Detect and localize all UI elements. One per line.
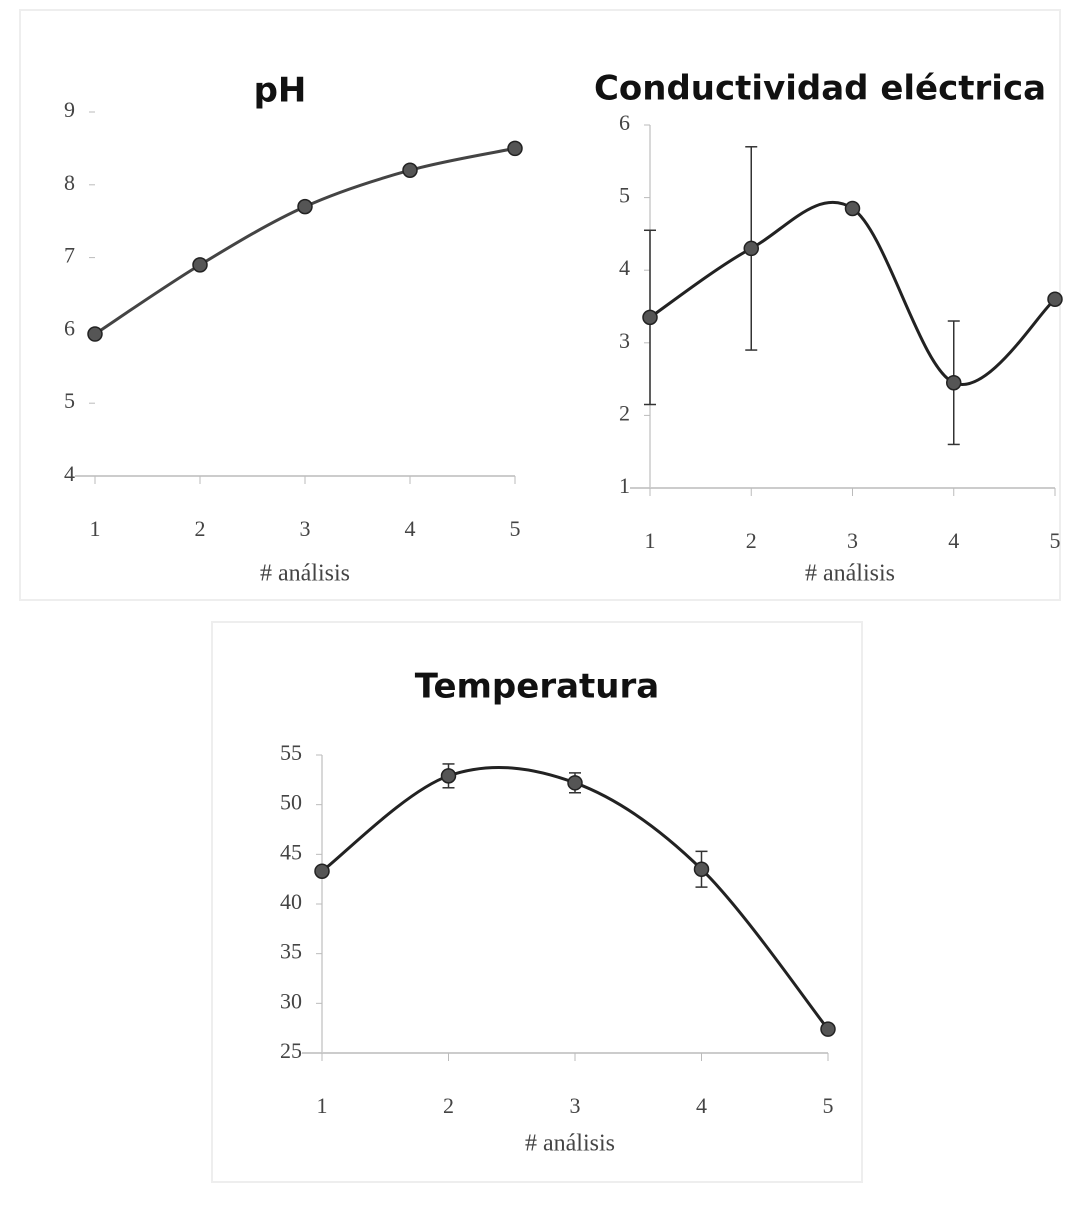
y-tick-label: 40 bbox=[280, 889, 302, 914]
y-tick-label: 25 bbox=[280, 1038, 302, 1063]
y-tick-label: 30 bbox=[280, 988, 302, 1013]
x-tick-label: 4 bbox=[948, 528, 959, 553]
y-tick-label: 8 bbox=[64, 170, 75, 195]
data-point bbox=[743, 240, 759, 257]
data-line bbox=[649, 200, 1057, 387]
x-tick-label: 5 bbox=[510, 516, 521, 541]
x-tick-label: 3 bbox=[847, 528, 858, 553]
x-axis-label: # análisis bbox=[525, 1131, 615, 1157]
data-point bbox=[402, 162, 418, 178]
x-tick-label: 1 bbox=[645, 528, 656, 553]
data-point bbox=[946, 374, 962, 391]
x-tick-label: 4 bbox=[696, 1093, 707, 1118]
x-tick-label: 1 bbox=[90, 516, 101, 541]
y-tick-label: 55 bbox=[280, 740, 302, 765]
data-point bbox=[314, 863, 330, 879]
x-tick-label: 2 bbox=[443, 1093, 454, 1118]
data-point bbox=[507, 140, 523, 157]
x-tick-label: 2 bbox=[746, 528, 757, 553]
y-tick-label: 9 bbox=[64, 97, 75, 122]
x-tick-label: 2 bbox=[195, 516, 206, 541]
y-tick-label: 35 bbox=[280, 939, 302, 964]
y-tick-label: 5 bbox=[619, 183, 630, 208]
data-point bbox=[1047, 291, 1063, 307]
y-tick-label: 6 bbox=[64, 315, 75, 340]
chart-title: Temperatura bbox=[415, 667, 659, 707]
data-point bbox=[844, 200, 861, 217]
y-tick-label: 4 bbox=[64, 461, 75, 486]
y-tick-label: 3 bbox=[619, 328, 630, 353]
y-tick-label: 1 bbox=[619, 473, 630, 498]
data-point bbox=[87, 326, 103, 342]
y-tick-label: 2 bbox=[619, 400, 630, 425]
chart-title: Conductividad eléctrica bbox=[594, 69, 1046, 109]
data-point bbox=[820, 1021, 836, 1037]
y-tick-label: 6 bbox=[619, 110, 630, 135]
y-tick-label: 7 bbox=[64, 243, 75, 268]
y-tick-label: 45 bbox=[280, 839, 302, 864]
data-point bbox=[297, 198, 313, 215]
data-point bbox=[567, 775, 583, 791]
x-tick-label: 3 bbox=[300, 516, 311, 541]
x-tick-label: 1 bbox=[317, 1093, 328, 1118]
x-axis-label: # análisis bbox=[260, 561, 350, 587]
chart-title: pH bbox=[254, 71, 307, 111]
data-point bbox=[192, 257, 208, 273]
data-line bbox=[321, 765, 830, 1031]
data-point bbox=[693, 861, 710, 877]
y-tick-label: 4 bbox=[619, 255, 630, 280]
data-point bbox=[642, 309, 658, 326]
x-tick-label: 3 bbox=[570, 1093, 581, 1118]
x-tick-label: 5 bbox=[1050, 528, 1061, 553]
x-tick-label: 5 bbox=[823, 1093, 834, 1118]
y-tick-label: 5 bbox=[64, 388, 75, 413]
data-point bbox=[440, 768, 457, 784]
x-axis-label: # análisis bbox=[805, 561, 895, 587]
x-tick-label: 4 bbox=[405, 516, 416, 541]
y-tick-label: 50 bbox=[280, 790, 302, 815]
panel-frame bbox=[211, 621, 863, 1183]
data-line bbox=[94, 146, 516, 336]
